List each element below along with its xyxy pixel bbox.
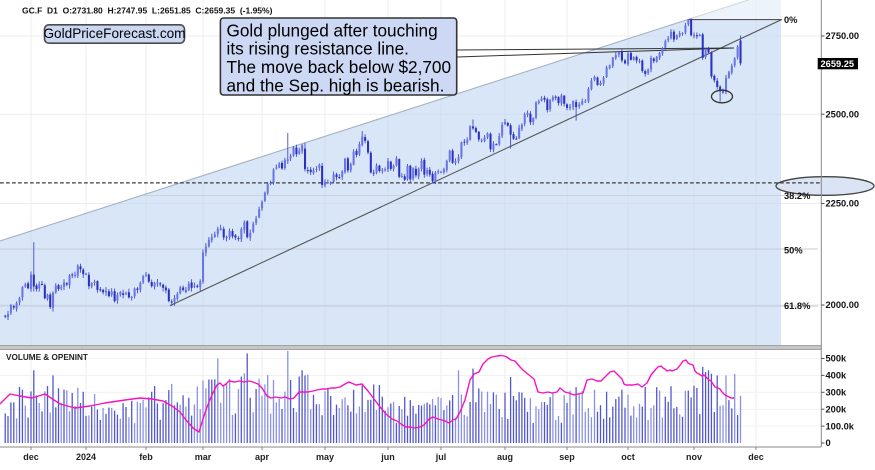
svg-text:Gold plunged after touching: Gold plunged after touching	[227, 20, 438, 40]
svg-text:oct: oct	[621, 452, 635, 462]
svg-text:VOLUME & OPENINT: VOLUME & OPENINT	[6, 353, 88, 362]
svg-text:dec: dec	[748, 452, 764, 462]
svg-text:jul: jul	[435, 452, 447, 462]
svg-text:2250.00: 2250.00	[826, 199, 860, 209]
svg-text:50%: 50%	[784, 245, 803, 255]
svg-text:2024: 2024	[76, 452, 96, 462]
svg-text:mar: mar	[195, 452, 212, 462]
svg-text:100.0k: 100.0k	[826, 421, 855, 431]
svg-text:2750.00: 2750.00	[826, 31, 860, 41]
svg-text:2659.25: 2659.25	[821, 59, 855, 69]
svg-text:sep: sep	[559, 452, 575, 462]
svg-text:dec: dec	[23, 452, 39, 462]
svg-text:apr: apr	[255, 452, 270, 462]
svg-text:may: may	[316, 452, 334, 462]
svg-text:38.2%: 38.2%	[784, 191, 811, 201]
svg-text:300k: 300k	[826, 388, 848, 398]
svg-text:0: 0	[826, 438, 831, 448]
svg-text:nov: nov	[686, 452, 702, 462]
svg-text:0%: 0%	[784, 15, 798, 25]
svg-text:200k: 200k	[826, 404, 848, 414]
svg-text:GC.F D1 O:2731.80 H:2747.95: GC.F D1 O:2731.80 H:2747.95 L:2651.85 C:…	[22, 6, 273, 16]
svg-text:The move back below $2,700: The move back below $2,700	[227, 57, 452, 77]
svg-text:its rising resistance line.: its rising resistance line.	[227, 39, 409, 59]
svg-text:2000.00: 2000.00	[826, 300, 860, 310]
svg-text:feb: feb	[139, 452, 153, 462]
svg-text:aug: aug	[497, 452, 513, 462]
svg-text:and the Sep. high is bearish.: and the Sep. high is bearish.	[227, 76, 445, 96]
svg-text:2500.00: 2500.00	[826, 109, 860, 119]
svg-text:500k: 500k	[826, 354, 848, 364]
svg-text:61.8%: 61.8%	[784, 301, 811, 311]
svg-text:GoldPriceForecast.com: GoldPriceForecast.com	[43, 26, 185, 41]
svg-text:400k: 400k	[826, 371, 848, 381]
svg-text:jun: jun	[380, 452, 395, 462]
